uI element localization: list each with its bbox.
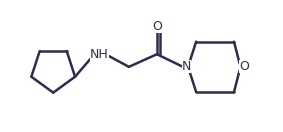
Text: N: N — [182, 60, 191, 73]
Text: O: O — [152, 20, 162, 33]
Text: NH: NH — [90, 48, 109, 61]
Text: O: O — [239, 60, 249, 73]
